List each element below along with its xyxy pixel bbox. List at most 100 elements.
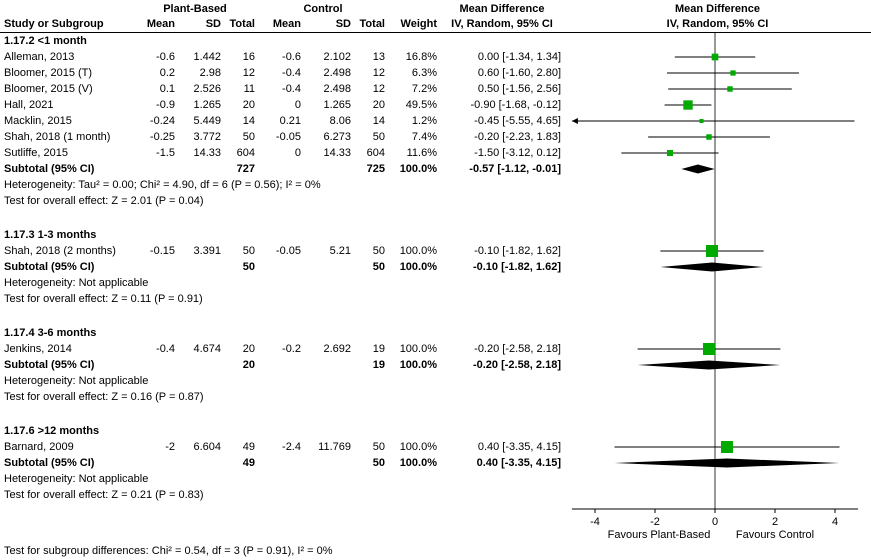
weight: 100.0% <box>399 359 437 371</box>
ci-text: -0.10 [-1.82, 1.62] <box>474 245 561 257</box>
control-sd: 2.498 <box>323 83 351 95</box>
heterogeneity-text: Heterogeneity: Not applicable <box>4 473 149 485</box>
ci-text: 0.40 [-3.35, 4.15] <box>476 457 561 469</box>
control-sd: 11.769 <box>318 441 351 453</box>
weight: 6.3% <box>411 67 437 79</box>
study-row: Macklin, 2015 -0.24 5.449 14 0.21 8.06 1… <box>0 113 871 129</box>
ci-text: 0.60 [-1.60, 2.80] <box>477 67 561 79</box>
subgroup-title-row: 1.17.6 >12 months <box>0 423 871 439</box>
plant-mean: -0.4 <box>156 343 175 355</box>
study-row: Bloomer, 2015 (V) 0.1 2.526 11 -0.4 2.49… <box>0 81 871 97</box>
plant-sd: 4.674 <box>193 343 221 355</box>
control-mean: 0 <box>294 147 301 159</box>
subtotal-row: Subtotal (95% CI) 49 50 100.0% 0.40 [-3.… <box>0 455 871 471</box>
weight: 100.0% <box>399 245 437 257</box>
weight: 100.0% <box>399 163 437 175</box>
control-sd: 8.06 <box>329 115 351 127</box>
subtotal-label: Subtotal (95% CI) <box>4 457 95 469</box>
plant-mean: -0.25 <box>149 131 175 143</box>
plant-sd: 2.526 <box>193 83 221 95</box>
group-header-control: Control <box>303 3 343 15</box>
ci-text: -0.20 [-2.23, 1.83] <box>474 131 561 143</box>
overall-effect-text: Test for overall effect: Z = 0.11 (P = 0… <box>4 293 203 305</box>
control-mean: -0.05 <box>275 131 301 143</box>
overall-effect-text: Test for overall effect: Z = 0.16 (P = 0… <box>4 391 204 403</box>
x-axis <box>0 503 871 543</box>
plant-mean: 0.1 <box>159 83 175 95</box>
study-row: Shah, 2018 (2 months) -0.15 3.391 50 -0.… <box>0 243 871 259</box>
weight: 1.2% <box>411 115 437 127</box>
control-mean: -0.4 <box>282 83 301 95</box>
column-header-row: Study or Subgroup Mean SD Total Mean SD … <box>0 16 871 33</box>
ci-text: -0.90 [-1.68, -0.12] <box>470 99 562 111</box>
control-sd: 2.102 <box>323 51 351 63</box>
heterogeneity-text: Heterogeneity: Not applicable <box>4 277 149 289</box>
col-control-sd: SD <box>335 18 351 30</box>
plant-mean: -0.15 <box>149 245 175 257</box>
study-label: Hall, 2021 <box>4 99 54 111</box>
heterogeneity-row: Heterogeneity: Tau² = 0.00; Chi² = 4.90,… <box>0 177 871 193</box>
control-total: 13 <box>372 51 385 63</box>
control-total: 50 <box>372 457 385 469</box>
subgroup-title-row: 1.17.2 <1 month <box>0 33 871 49</box>
study-label: Macklin, 2015 <box>4 115 72 127</box>
control-sd: 5.21 <box>329 245 351 257</box>
plant-total: 49 <box>242 457 255 469</box>
plant-total: 604 <box>236 147 255 159</box>
col-ci: IV, Random, 95% CI <box>451 18 553 30</box>
plant-mean: -0.24 <box>149 115 175 127</box>
plant-total: 50 <box>242 261 255 273</box>
weight: 7.4% <box>411 131 437 143</box>
col-control-total: Total <box>359 18 385 30</box>
ci-text: -0.45 [-5.55, 4.65] <box>474 115 561 127</box>
ci-text: -1.50 [-3.12, 0.12] <box>474 147 561 159</box>
plant-mean: -0.6 <box>156 51 175 63</box>
plant-total: 16 <box>242 51 255 63</box>
heterogeneity-row: Heterogeneity: Not applicable <box>0 373 871 389</box>
control-total: 19 <box>372 343 385 355</box>
weight: 49.5% <box>405 99 437 111</box>
study-label: Alleman, 2013 <box>4 51 75 63</box>
plant-mean: -2 <box>165 441 175 453</box>
subgroup-differences-text: Test for subgroup differences: Chi² = 0.… <box>4 545 333 557</box>
ci-text: 0.50 [-1.56, 2.56] <box>477 83 561 95</box>
control-total: 50 <box>372 131 385 143</box>
ci-text: 0.40 [-3.35, 4.15] <box>477 441 561 453</box>
study-row: Sutliffe, 2015 -1.5 14.33 604 0 14.33 60… <box>0 145 871 161</box>
control-total: 14 <box>372 115 385 127</box>
study-label: Sutliffe, 2015 <box>4 147 69 159</box>
control-total: 725 <box>366 163 385 175</box>
col-plant-total: Total <box>229 18 255 30</box>
subgroup-title: 1.17.2 <1 month <box>4 35 87 47</box>
col-study-or-subgroup: Study or Subgroup <box>4 18 104 30</box>
study-label: Shah, 2018 (1 month) <box>4 131 111 143</box>
plant-sd: 3.391 <box>193 245 221 257</box>
ci-text: 0.00 [-1.34, 1.34] <box>477 51 561 63</box>
subgroup-title-row: 1.17.4 3-6 months <box>0 325 871 341</box>
footer-row: Test for subgroup differences: Chi² = 0.… <box>0 543 871 559</box>
overall-effect-row: Test for overall effect: Z = 0.21 (P = 0… <box>0 487 871 503</box>
control-mean: -0.2 <box>282 343 301 355</box>
study-label: Jenkins, 2014 <box>4 343 72 355</box>
subtotal-label: Subtotal (95% CI) <box>4 261 95 273</box>
subgroup-title: 1.17.6 >12 months <box>4 425 100 437</box>
study-row: Bloomer, 2015 (T) 0.2 2.98 12 -0.4 2.498… <box>0 65 871 81</box>
plant-total: 14 <box>242 115 255 127</box>
study-row: Hall, 2021 -0.9 1.265 20 0 1.265 20 49.5… <box>0 97 871 113</box>
weight: 7.2% <box>411 83 437 95</box>
heterogeneity-row: Heterogeneity: Not applicable <box>0 471 871 487</box>
control-mean: -2.4 <box>282 441 301 453</box>
plant-sd: 1.265 <box>193 99 221 111</box>
weight: 11.6% <box>406 147 437 159</box>
study-row: Shah, 2018 (1 month) -0.25 3.772 50 -0.0… <box>0 129 871 145</box>
control-total: 12 <box>372 83 385 95</box>
control-mean: -0.6 <box>282 51 301 63</box>
weight: 100.0% <box>399 441 437 453</box>
plant-mean: -0.9 <box>156 99 175 111</box>
subtotal-row: Subtotal (95% CI) 50 50 100.0% -0.10 [-1… <box>0 259 871 275</box>
col-ci-plot: IV, Random, 95% CI <box>666 18 769 30</box>
subtotal-row: Subtotal (95% CI) 20 19 100.0% -0.20 [-2… <box>0 357 871 373</box>
study-row: Alleman, 2013 -0.6 1.442 16 -0.6 2.102 1… <box>0 49 871 65</box>
ci-text: -0.20 [-2.58, 2.18] <box>472 359 561 371</box>
control-sd: 6.273 <box>323 131 351 143</box>
